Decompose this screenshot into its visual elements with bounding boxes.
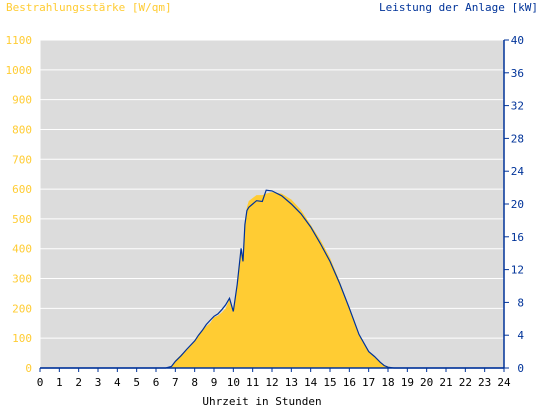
right-tick-label: 16 [511, 231, 524, 244]
right-tick-label: 4 [517, 329, 524, 342]
x-tick-label: 2 [75, 376, 82, 389]
x-tick-label: 22 [459, 376, 472, 389]
x-axis-ticks: 0 1 2 3 4 5 6 7 8 9 10 11 12 13 14 15 16 17 18 19 20 21 22 23 24 [37, 368, 511, 389]
right-tick-label: 36 [511, 67, 524, 80]
x-tick-label: 5 [133, 376, 140, 389]
left-tick-label: 900 [12, 94, 32, 107]
right-axis-title: Leistung der Anlage [kW] [379, 1, 538, 14]
x-tick-label: 0 [37, 376, 44, 389]
left-tick-label: 400 [12, 243, 32, 256]
x-tick-label: 19 [401, 376, 414, 389]
x-tick-label: 6 [153, 376, 160, 389]
left-tick-label: 100 [12, 332, 32, 345]
right-tick-label: 0 [517, 362, 524, 375]
x-tick-label: 20 [420, 376, 433, 389]
x-axis-title: Uhrzeit in Stunden [202, 395, 321, 408]
left-tick-label: 200 [12, 302, 32, 315]
x-tick-label: 7 [172, 376, 179, 389]
left-axis-ticks: 0 100 200 300 400 500 600 700 800 900 1000 1100 [6, 34, 33, 375]
power-line [40, 189, 504, 369]
right-axis-ticks: 0 4 8 12 16 20 24 28 32 36 40 [504, 34, 524, 375]
x-tick-label: 15 [323, 376, 336, 389]
x-tick-label: 23 [478, 376, 491, 389]
left-tick-label: 1100 [6, 34, 33, 47]
x-tick-label: 21 [439, 376, 452, 389]
left-tick-label: 600 [12, 183, 32, 196]
x-tick-label: 18 [381, 376, 394, 389]
left-tick-label: 700 [12, 153, 32, 166]
x-tick-label: 11 [246, 376, 259, 389]
left-tick-label: 300 [12, 273, 32, 286]
right-tick-label: 12 [511, 264, 524, 277]
x-tick-label: 14 [304, 376, 318, 389]
x-tick-label: 10 [227, 376, 240, 389]
x-tick-label: 17 [362, 376, 375, 389]
x-tick-label: 13 [285, 376, 298, 389]
x-tick-label: 3 [95, 376, 102, 389]
left-tick-label: 1000 [6, 64, 33, 77]
left-tick-label: 800 [12, 123, 32, 136]
left-tick-label: 500 [12, 213, 32, 226]
x-tick-label: 1 [56, 376, 63, 389]
x-tick-label: 16 [343, 376, 356, 389]
left-axis-title: Bestrahlungsstärke [W/qm] [6, 1, 172, 14]
irradiance-area [40, 192, 504, 368]
right-tick-label: 8 [517, 296, 524, 309]
right-tick-label: 40 [511, 34, 524, 47]
x-tick-label: 4 [114, 376, 121, 389]
right-tick-label: 32 [511, 100, 524, 113]
right-tick-label: 20 [511, 198, 524, 211]
right-tick-label: 28 [511, 132, 524, 145]
x-tick-label: 12 [265, 376, 278, 389]
x-tick-label: 8 [191, 376, 198, 389]
left-tick-label: 0 [25, 362, 32, 375]
x-tick-label: 24 [497, 376, 511, 389]
x-tick-label: 9 [211, 376, 218, 389]
right-tick-label: 24 [511, 165, 525, 178]
